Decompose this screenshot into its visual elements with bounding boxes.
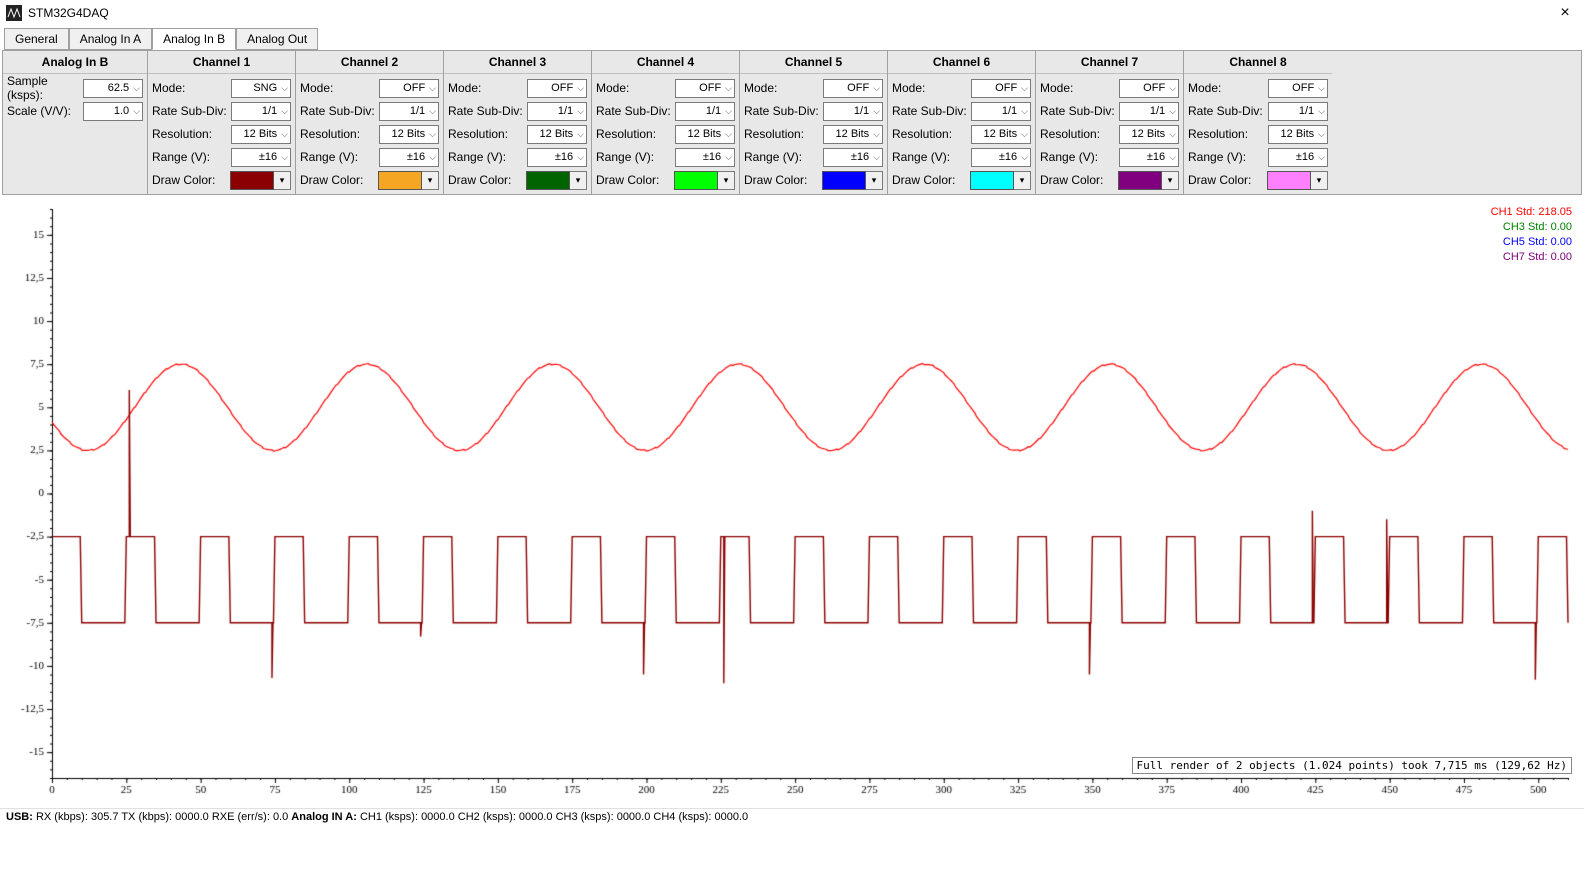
panel-head: Channel 4 (592, 51, 739, 74)
app-icon (6, 5, 22, 21)
combo[interactable]: 1/1⌵ (675, 102, 735, 121)
combo[interactable]: OFF⌵ (971, 79, 1031, 98)
color-picker[interactable]: ▾ (526, 171, 587, 190)
color-picker[interactable]: ▾ (1118, 171, 1179, 190)
combo[interactable]: ±16⌵ (379, 148, 439, 167)
color-picker[interactable]: ▾ (674, 171, 735, 190)
combo[interactable]: OFF⌵ (675, 79, 735, 98)
combo[interactable]: SNG⌵ (231, 79, 291, 98)
color-picker[interactable]: ▾ (970, 171, 1031, 190)
combo[interactable]: 12 Bits⌵ (675, 125, 735, 144)
combo[interactable]: OFF⌵ (1119, 79, 1179, 98)
panel-head: Channel 7 (1036, 51, 1183, 74)
combo[interactable]: OFF⌵ (379, 79, 439, 98)
tab-analog-in-a[interactable]: Analog In A (69, 28, 152, 50)
combo[interactable]: OFF⌵ (527, 79, 587, 98)
panel-head: Channel 3 (444, 51, 591, 74)
color-picker[interactable]: ▾ (378, 171, 439, 190)
color-picker[interactable]: ▾ (822, 171, 883, 190)
close-button[interactable]: × (1552, 5, 1578, 21)
panel-head: Channel 6 (888, 51, 1035, 74)
config-panels: Analog In BSample (ksps):62.5⌵Scale (V/V… (2, 50, 1582, 195)
panel-head: Channel 1 (148, 51, 295, 74)
tabbar: GeneralAnalog In AAnalog In BAnalog Out (0, 26, 1584, 50)
combo[interactable]: 12 Bits⌵ (823, 125, 883, 144)
combo[interactable]: OFF⌵ (823, 79, 883, 98)
panel-head: Analog In B (3, 51, 147, 74)
combo[interactable]: 1/1⌵ (231, 102, 291, 121)
combo[interactable]: ±16⌵ (971, 148, 1031, 167)
combo[interactable]: 62.5⌵ (83, 79, 143, 98)
tab-analog-in-b[interactable]: Analog In B (152, 28, 236, 50)
chart-legend: CH1 Std: 218.05CH3 Std: 0.00CH5 Std: 0.0… (1491, 205, 1572, 265)
tab-analog-out[interactable]: Analog Out (236, 28, 318, 50)
legend-entry: CH3 Std: 0.00 (1491, 220, 1572, 235)
combo[interactable]: 12 Bits⌵ (231, 125, 291, 144)
combo[interactable]: ±16⌵ (823, 148, 883, 167)
combo[interactable]: 1/1⌵ (1119, 102, 1179, 121)
combo[interactable]: 12 Bits⌵ (1119, 125, 1179, 144)
chart-area: CH1 Std: 218.05CH3 Std: 0.00CH5 Std: 0.0… (4, 201, 1580, 806)
combo[interactable]: ±16⌵ (527, 148, 587, 167)
combo[interactable]: ±16⌵ (231, 148, 291, 167)
titlebar: STM32G4DAQ × (0, 0, 1584, 26)
field-label: Sample (ksps): (7, 74, 83, 102)
combo[interactable]: 1/1⌵ (971, 102, 1031, 121)
combo[interactable]: OFF⌵ (1268, 79, 1328, 98)
waveform-chart (4, 201, 1580, 806)
combo[interactable]: ±16⌵ (675, 148, 735, 167)
render-info: Full render of 2 objects (1.024 points) … (1132, 757, 1572, 774)
combo[interactable]: 1/1⌵ (379, 102, 439, 121)
panel-head: Channel 8 (1184, 51, 1332, 74)
field-label: Scale (V/V): (7, 104, 83, 118)
panel-head: Channel 5 (740, 51, 887, 74)
status-bar: USB: RX (kbps): 305.7 TX (kbps): 0000.0 … (0, 808, 1584, 826)
combo[interactable]: 12 Bits⌵ (527, 125, 587, 144)
combo[interactable]: 1/1⌵ (1268, 102, 1328, 121)
legend-entry: CH7 Std: 0.00 (1491, 250, 1572, 265)
combo[interactable]: ±16⌵ (1268, 148, 1328, 167)
combo[interactable]: 1/1⌵ (527, 102, 587, 121)
combo[interactable]: 12 Bits⌵ (971, 125, 1031, 144)
legend-entry: CH5 Std: 0.00 (1491, 235, 1572, 250)
combo[interactable]: 12 Bits⌵ (1268, 125, 1328, 144)
legend-entry: CH1 Std: 218.05 (1491, 205, 1572, 220)
combo[interactable]: 1/1⌵ (823, 102, 883, 121)
color-picker[interactable]: ▾ (1267, 171, 1328, 190)
panel-head: Channel 2 (296, 51, 443, 74)
color-picker[interactable]: ▾ (230, 171, 291, 190)
combo[interactable]: 12 Bits⌵ (379, 125, 439, 144)
window-title: STM32G4DAQ (28, 6, 1552, 20)
combo[interactable]: ±16⌵ (1119, 148, 1179, 167)
combo[interactable]: 1.0⌵ (83, 102, 143, 121)
tab-general[interactable]: General (4, 28, 69, 50)
